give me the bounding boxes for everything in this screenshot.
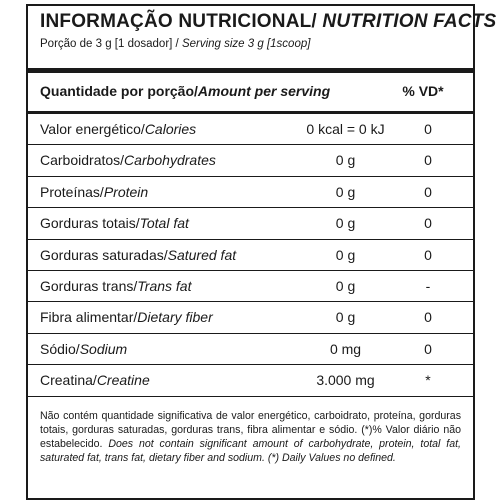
- footnote-pt: Não contém quantidade significativa de v…: [40, 410, 461, 450]
- footnote: Não contém quantidade significativa de v…: [40, 409, 461, 465]
- nutrient-name-en: Total fat: [139, 215, 189, 232]
- table-row: Gorduras trans/Trans fat 0 g -: [28, 271, 473, 303]
- nutrient-name-en: Calories: [144, 121, 197, 137]
- table-row: Proteínas/Protein 0 g 0: [28, 177, 473, 209]
- nutrient-name: Sódio/Sodium: [40, 334, 127, 364]
- nutrient-vd: *: [425, 372, 431, 389]
- nutrient-name-en: Dietary fiber: [137, 309, 213, 326]
- footnote-en: Does not contain significant amount of c…: [40, 438, 461, 464]
- nutrient-name-pt: Creatina/: [40, 372, 97, 389]
- nutrient-amount: 3.000 mg: [316, 372, 375, 389]
- title-en: NUTRITION FACTS: [322, 11, 497, 32]
- thick-divider: [28, 68, 473, 73]
- nutrient-name-pt: Gorduras trans/: [40, 277, 138, 294]
- table-row: Fibra alimentar/Dietary fiber 0 g 0: [28, 302, 473, 334]
- nutrient-name-en: Trans fat: [137, 277, 192, 294]
- nutrient-vd: 0: [424, 152, 432, 169]
- table-header-row: Quantidade por porção/Amount per serving…: [28, 73, 473, 114]
- nutrient-name-pt: Gorduras saturadas/: [40, 246, 168, 263]
- nutrient-amount: 0 g: [335, 183, 356, 200]
- nutrient-name: Gorduras totais/Total fat: [40, 208, 189, 238]
- nutrient-amount: 0 mg: [329, 340, 362, 357]
- nutrient-name-en: Creatine: [96, 372, 150, 389]
- nutrient-vd: 0: [424, 183, 432, 200]
- nutrient-rows: Valor energético/Calories 0 kcal = 0 kJ 0 C…: [28, 114, 473, 397]
- nutrient-name: Creatina/Creatine: [40, 365, 150, 395]
- nutrient-amount: 0 g: [335, 215, 356, 232]
- nutrient-name-pt: Proteínas/: [40, 183, 104, 200]
- header-name-pt: Quantidade por porção/: [40, 83, 198, 99]
- nutrient-amount: 0 g: [335, 277, 356, 294]
- nutrient-amount: 0 g: [335, 309, 356, 326]
- table-row: Gorduras totais/Total fat 0 g 0: [28, 208, 473, 240]
- table-row: Gorduras saturadas/Satured fat 0 g 0: [28, 240, 473, 271]
- nutrition-title: INFORMAÇÃO NUTRICIONAL/ NUTRITION FACTS: [40, 10, 496, 34]
- nutrient-name-pt: Carboidratos/: [40, 152, 125, 169]
- nutrient-name: Fibra alimentar/Dietary fiber: [40, 302, 213, 332]
- table-row: Valor energético/Calories 0 kcal = 0 kJ 0: [28, 114, 473, 146]
- header-name-en: Amount per serving: [197, 83, 331, 99]
- nutrient-vd: 0: [424, 340, 432, 357]
- nutrient-vd: 0: [424, 121, 432, 137]
- table-row: Carboidratos/Carbohydrates 0 g 0: [28, 145, 473, 177]
- nutrient-vd: 0: [424, 309, 432, 326]
- nutrient-amount: 0 g: [335, 246, 356, 263]
- nutrient-vd: 0: [424, 215, 432, 232]
- nutrition-header: INFORMAÇÃO NUTRICIONAL/ NUTRITION FACTS …: [28, 6, 496, 52]
- serving-pt: Porção de 3 g [1 dosador] /: [40, 38, 179, 50]
- column-header-amount-per-serving: Quantidade por porção/Amount per serving: [40, 73, 330, 109]
- nutrient-name: Proteínas/Protein: [40, 177, 148, 207]
- column-header-vd: % VD*: [402, 83, 444, 99]
- table-row: Sódio/Sodium 0 mg 0: [28, 334, 473, 366]
- table-row: Creatina/Creatine 3.000 mg *: [28, 365, 473, 397]
- nutrient-name: Gorduras saturadas/Satured fat: [40, 240, 236, 270]
- nutrient-name: Valor energético/Calories: [40, 114, 196, 144]
- nutrient-name-pt: Sódio/: [40, 340, 80, 357]
- nutrient-name: Gorduras trans/Trans fat: [40, 271, 191, 301]
- serving-size: Porção de 3 g [1 dosador] / Serving size…: [40, 36, 461, 52]
- nutrient-name: Carboidratos/Carbohydrates: [40, 145, 216, 175]
- nutrient-name-en: Carbohydrates: [124, 152, 216, 169]
- nutrient-name-en: Protein: [103, 183, 149, 200]
- nutrition-facts-panel: INFORMAÇÃO NUTRICIONAL/ NUTRITION FACTS …: [26, 4, 496, 500]
- nutrient-amount: 0 g: [335, 152, 356, 169]
- nutrient-name-en: Sodium: [79, 340, 128, 357]
- nutrient-vd: -: [425, 277, 431, 294]
- nutrient-name-en: Satured fat: [167, 246, 237, 263]
- nutrient-vd: 0: [424, 246, 432, 263]
- nutrient-name-pt: Valor energético/: [40, 121, 145, 137]
- title-pt: INFORMAÇÃO NUTRICIONAL/: [40, 11, 317, 32]
- nutrient-name-pt: Fibra alimentar/: [40, 309, 138, 326]
- nutrient-amount: 0 kcal = 0 kJ: [306, 121, 385, 137]
- nutrient-name-pt: Gorduras totais/: [40, 215, 140, 232]
- nutrition-table: Quantidade por porção/Amount per serving…: [28, 73, 473, 397]
- serving-en: Serving size 3 g [1scoop]: [181, 38, 311, 50]
